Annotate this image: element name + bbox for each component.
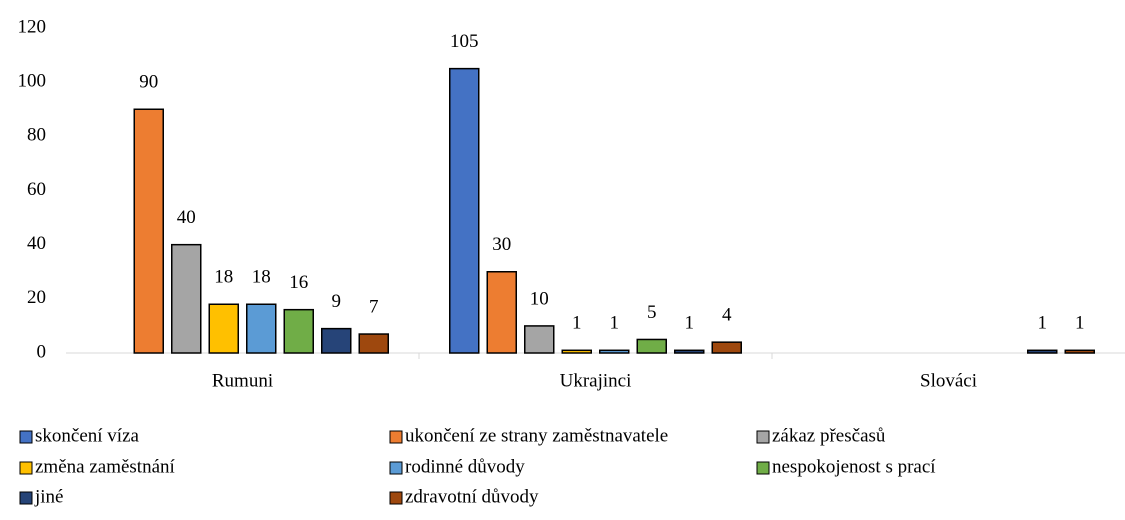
bar xyxy=(133,108,164,354)
legend-swatch xyxy=(389,461,403,475)
bar xyxy=(636,338,667,354)
data-label: 1 xyxy=(610,313,620,334)
bar xyxy=(449,67,480,354)
data-label: 16 xyxy=(289,272,308,293)
y-tick-label: 60 xyxy=(27,179,46,200)
legend-swatch xyxy=(756,461,770,475)
y-tick-label: 80 xyxy=(27,125,46,146)
y-tick-label: 40 xyxy=(27,233,46,254)
legend-swatch xyxy=(756,430,770,444)
legend-label: ukončení ze strany zaměstnavatele xyxy=(405,425,668,446)
x-tick-label: Slováci xyxy=(920,370,977,391)
data-label: 1 xyxy=(572,313,582,334)
bar xyxy=(208,303,239,354)
bar xyxy=(674,349,705,354)
data-label: 9 xyxy=(332,291,342,312)
x-tick-label: Ukrajinci xyxy=(560,370,632,391)
legend-swatch xyxy=(19,461,33,475)
data-label: 4 xyxy=(722,305,732,326)
y-tick-label: 100 xyxy=(18,71,47,92)
legend-label: zdravotní důvody xyxy=(405,486,539,507)
data-label: 7 xyxy=(369,296,379,317)
legend-swatch xyxy=(389,491,403,505)
data-label: 18 xyxy=(252,267,271,288)
bar xyxy=(1027,349,1058,354)
bar xyxy=(486,271,517,354)
y-tick-label: 0 xyxy=(37,341,47,362)
bar xyxy=(171,243,202,354)
bar xyxy=(358,333,389,354)
legend-label: změna zaměstnání xyxy=(35,456,176,477)
legend-swatch xyxy=(19,430,33,444)
data-label: 90 xyxy=(139,72,158,93)
legend-swatch xyxy=(19,491,33,505)
legend-label: nespokojenost s prací xyxy=(772,456,936,477)
data-label: 1 xyxy=(685,313,695,334)
bar xyxy=(321,327,352,354)
legend-label: rodinné důvody xyxy=(405,456,525,477)
data-label: 5 xyxy=(647,302,657,323)
y-tick-label: 120 xyxy=(18,16,47,37)
bar xyxy=(561,349,592,354)
bar xyxy=(599,349,630,354)
data-label: 1 xyxy=(1075,313,1085,334)
data-label: 105 xyxy=(450,31,479,52)
bar xyxy=(524,325,555,354)
legend-label: skončení víza xyxy=(35,425,140,446)
bar xyxy=(711,341,742,354)
bar xyxy=(1064,349,1095,354)
y-tick-label: 20 xyxy=(27,287,46,308)
legend-label: jiné xyxy=(34,486,64,507)
x-tick-label: Rumuni xyxy=(212,370,273,391)
data-label: 40 xyxy=(177,207,196,228)
legend-swatch xyxy=(389,430,403,444)
data-label: 30 xyxy=(492,234,511,255)
bar xyxy=(283,308,314,354)
bar xyxy=(246,303,277,354)
data-label: 1 xyxy=(1038,313,1048,334)
data-label: 10 xyxy=(530,288,549,309)
legend-label: zákaz přesčasů xyxy=(772,425,886,446)
data-label: 18 xyxy=(214,267,233,288)
